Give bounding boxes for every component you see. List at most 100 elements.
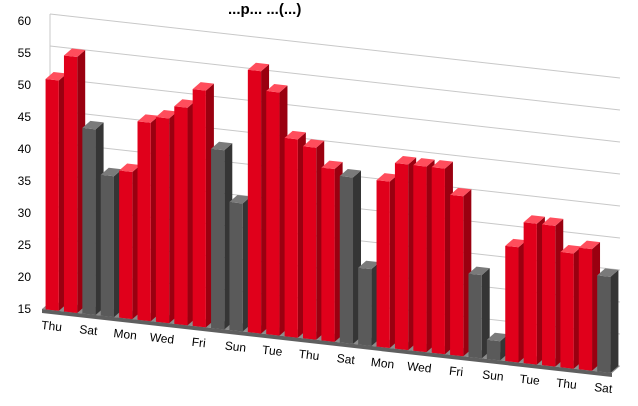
bar [450,187,472,357]
chart-title: ...p... ...(...) [228,1,301,18]
bar [266,83,288,336]
x-tick-label: Mon [370,355,395,372]
y-tick-label: 30 [18,206,32,220]
bar-front [505,245,519,363]
y-tick-label: 45 [18,110,32,124]
bar-front [266,90,280,336]
bar [155,109,178,324]
bar-top [321,160,343,170]
y-tick-label: 35 [18,174,32,188]
bar-top [192,82,214,91]
bar-front [192,89,206,328]
bar [302,139,325,340]
bar-top [486,332,509,342]
bar-front [45,79,59,311]
bar [247,62,270,334]
bar-front [542,224,556,367]
bar [192,82,214,328]
bar-front [119,170,133,320]
bar [211,141,233,330]
x-axis-ticks: Thu Sat Mon Wed Fri Sun Tue Thu Sat Mon Wed Fri Sun T… [41,318,614,396]
bar-front [358,267,372,346]
bars [45,48,619,373]
x-tick-label: Sun [482,367,505,383]
x-tick-label: Sun [224,339,247,355]
x-tick-label: Thu [555,376,577,392]
bar-top [505,238,527,248]
bar-side [481,268,490,359]
bar [137,114,159,322]
bar-front [431,167,445,355]
bar-front [284,137,298,338]
x-tick-label: Thu [298,347,320,363]
bar [505,238,527,363]
bar [339,169,362,344]
bar-front [229,202,243,332]
bar-front [394,163,409,351]
bar-top [284,130,306,140]
bar [284,130,306,338]
bar-top [82,120,104,130]
bar [560,245,582,369]
bar-top [413,158,435,167]
bar [229,195,251,332]
bar [394,156,417,351]
bar-top [266,83,288,93]
x-tick-label: Fri [191,335,206,350]
y-tick-label: 50 [18,78,32,92]
bar-front [174,106,188,326]
bar-top [468,266,490,276]
bar-front [468,273,482,359]
bar-front [597,275,611,373]
bar [578,240,601,371]
bar-front [302,146,317,340]
bar-front [523,222,537,365]
bar-front [211,148,225,330]
bar-front [321,167,335,342]
bar-front [82,127,96,316]
bar-front [100,174,114,318]
bar [413,158,435,353]
bar-top [358,260,380,270]
bar-front [63,55,78,313]
bar-front [339,176,354,344]
x-tick-label: Thu [41,318,63,334]
x-tick-label: Wed [149,330,175,347]
x-tick-label: Fri [448,364,463,379]
bar [100,167,122,318]
y-tick-label: 20 [18,270,32,284]
bar-top [100,167,122,177]
bar-top [211,141,233,151]
x-tick-label: Sat [336,351,356,367]
bar-top [174,99,196,108]
bar [542,217,564,367]
bar [45,72,67,311]
bar-top [137,114,159,123]
bar-top [155,109,178,119]
bar-top [302,139,325,148]
bar-front [413,165,427,353]
bar-top [597,268,619,277]
bar-top [376,173,398,182]
x-tick-label: Tue [261,343,283,359]
bar-top [523,215,545,224]
bar [321,160,343,342]
bar-top [229,195,251,204]
bar [376,173,398,349]
bar-top [578,240,601,250]
bar-front [578,247,593,371]
bar-top [339,169,362,178]
x-tick-label: Sat [594,380,614,396]
bar-front [137,121,151,322]
y-tick-label: 25 [18,238,32,252]
bar-top [119,163,141,172]
bar [174,99,196,326]
bar-top [542,217,564,226]
bar-front [560,252,574,369]
bar-front [486,339,501,361]
bar [119,163,141,320]
bar-top [45,72,67,81]
floor-front [42,309,612,377]
bar-top [63,48,86,57]
